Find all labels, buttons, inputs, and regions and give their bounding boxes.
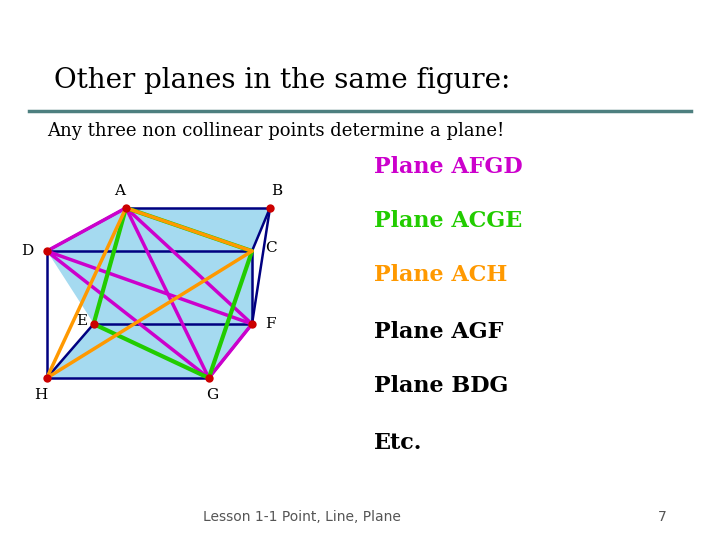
Text: Plane BDG: Plane BDG: [374, 375, 509, 397]
Text: C: C: [265, 241, 276, 255]
Text: H: H: [34, 388, 47, 402]
Text: F: F: [265, 317, 276, 331]
Text: D: D: [22, 244, 34, 258]
Text: Other planes in the same figure:: Other planes in the same figure:: [54, 68, 510, 94]
Text: A: A: [114, 184, 125, 198]
Text: Lesson 1-1 Point, Line, Plane: Lesson 1-1 Point, Line, Plane: [204, 510, 401, 524]
Polygon shape: [47, 324, 252, 378]
Text: Plane ACH: Plane ACH: [374, 265, 508, 286]
Text: Etc.: Etc.: [374, 432, 423, 454]
Polygon shape: [47, 251, 252, 324]
Text: Any three non collinear points determine a plane!: Any three non collinear points determine…: [47, 122, 504, 139]
Text: Plane AGF: Plane AGF: [374, 321, 504, 343]
Text: B: B: [271, 184, 282, 198]
Text: G: G: [207, 388, 219, 402]
Text: 7: 7: [658, 510, 667, 524]
Text: Plane ACGE: Plane ACGE: [374, 211, 523, 232]
Text: Plane AFGD: Plane AFGD: [374, 157, 523, 178]
Polygon shape: [47, 208, 270, 251]
Text: E: E: [76, 314, 87, 328]
